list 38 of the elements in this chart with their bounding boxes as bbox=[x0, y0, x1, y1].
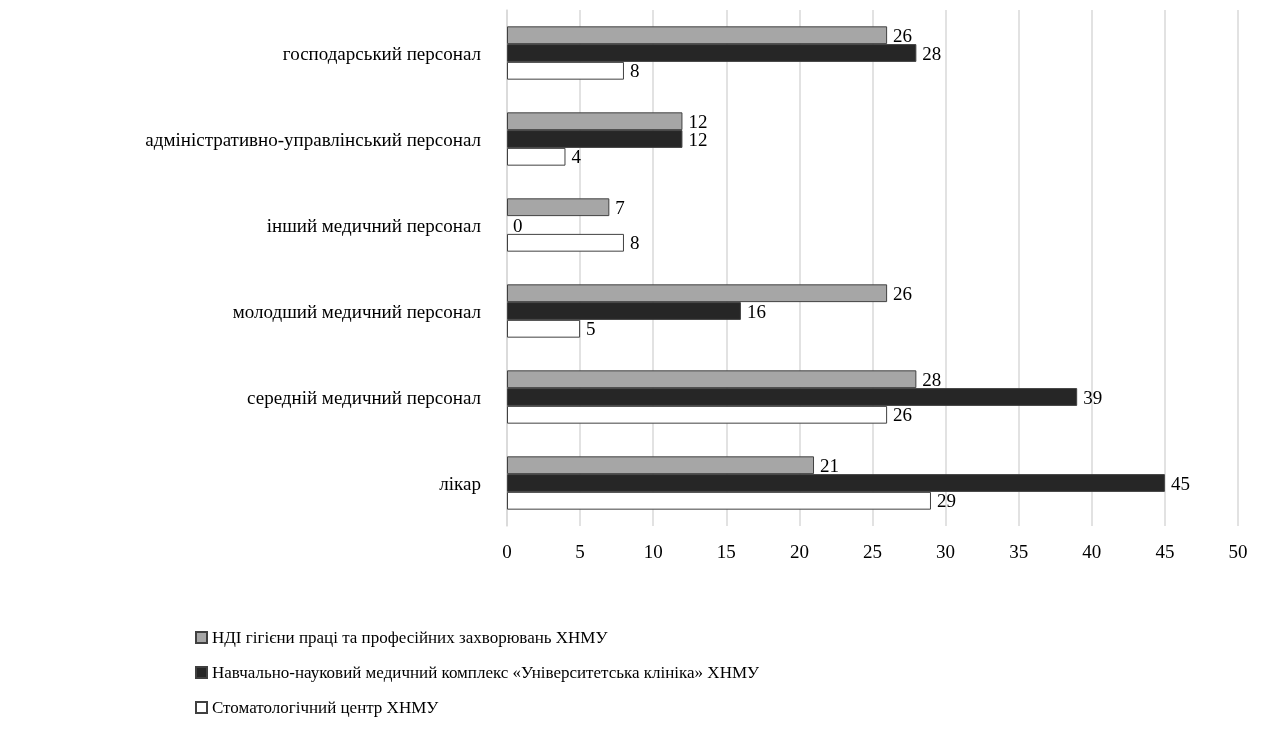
bar bbox=[507, 233, 624, 252]
data-label: 45 bbox=[1170, 472, 1190, 494]
y-tick-label: інший медичний персонал bbox=[266, 214, 482, 236]
data-label: 28 bbox=[922, 42, 942, 64]
x-tick-label: 15 bbox=[716, 541, 736, 562]
data-label: 0 bbox=[513, 214, 523, 236]
y-tick-label: лікар bbox=[439, 472, 481, 494]
data-label: 21 bbox=[820, 454, 840, 476]
x-tick-label: 5 bbox=[575, 541, 585, 562]
legend-label: Стоматологічний центр ХНМУ bbox=[212, 698, 440, 717]
x-tick-label: 20 bbox=[789, 541, 809, 562]
data-label: 5 bbox=[586, 318, 596, 340]
bar bbox=[507, 198, 610, 217]
legend-label: Навчально-науковий медичний комплекс «Університетська клініка» ХНМУ bbox=[212, 663, 761, 682]
data-label: 8 bbox=[629, 60, 640, 82]
data-label: 29 bbox=[936, 490, 956, 512]
data-label: 26 bbox=[893, 404, 913, 426]
y-tick-label: молодший медичний персонал bbox=[232, 300, 482, 322]
x-tick-label: 35 bbox=[1009, 541, 1029, 562]
data-label: 26 bbox=[893, 282, 913, 304]
legend-label: НДІ гігієни праці та професійних захворювань ХНМУ bbox=[212, 628, 609, 647]
data-label: 39 bbox=[1083, 386, 1103, 408]
data-label: 4 bbox=[571, 146, 582, 168]
data-label: 26 bbox=[893, 24, 913, 46]
y-tick-label: господарський персонал bbox=[282, 42, 482, 64]
x-tick-label: 30 bbox=[936, 541, 956, 562]
y-tick-label: адміністративно-управлінський персонал bbox=[145, 128, 482, 150]
data-label: 28 bbox=[922, 368, 942, 390]
x-tick-label: 0 bbox=[502, 541, 512, 562]
y-tick-label: середній медичний персонал bbox=[247, 386, 482, 408]
x-tick-label: 50 bbox=[1228, 541, 1248, 562]
data-label: 8 bbox=[629, 232, 640, 254]
data-label: 16 bbox=[746, 300, 766, 322]
x-tick-label: 40 bbox=[1082, 541, 1102, 562]
x-tick-label: 45 bbox=[1155, 541, 1175, 562]
x-tick-label: 25 bbox=[863, 541, 882, 562]
data-label: 7 bbox=[615, 196, 625, 218]
x-tick-label: 10 bbox=[643, 541, 663, 562]
